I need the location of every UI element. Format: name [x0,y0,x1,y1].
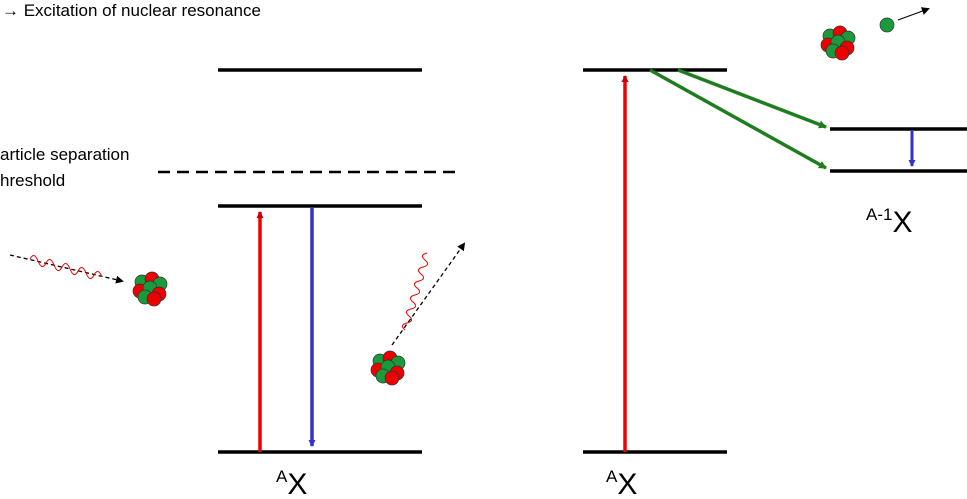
nucleus-label: AX [606,467,637,499]
nucleus-label: AX [276,467,307,499]
emission-arrow [677,68,827,129]
photon-wave [401,252,429,331]
emission-arrow [649,68,827,170]
particle [879,17,895,33]
threshold-label: hreshold [0,171,65,190]
nucleus [132,271,168,307]
nucleus-label: A-1X [866,205,912,239]
threshold-label: article separation [0,145,129,164]
photon-path [391,242,466,346]
title: → Excitation of nuclear resonance [2,1,261,20]
particle-arrow [897,7,930,21]
photon-path [9,254,124,284]
photon-wave [29,255,103,279]
nucleus [820,25,856,61]
levels [218,68,967,454]
nucleus [370,350,406,386]
